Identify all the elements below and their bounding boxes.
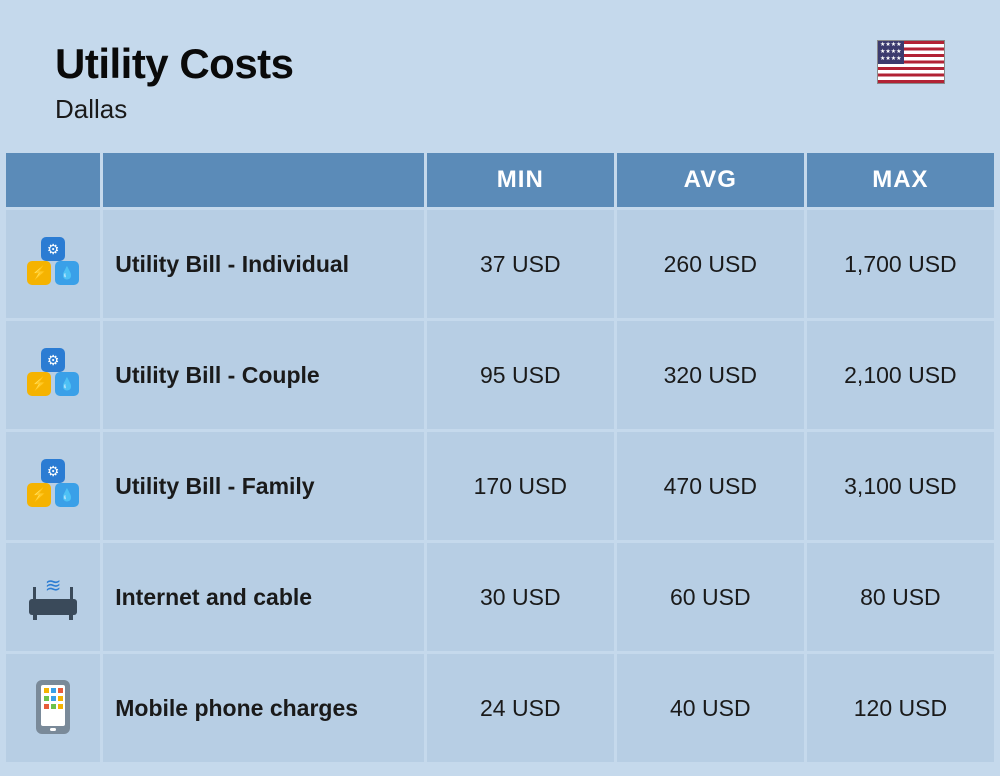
row-avg: 40 USD bbox=[617, 654, 804, 762]
row-label: Utility Bill - Individual bbox=[103, 210, 424, 318]
row-icon-cell: ≋ bbox=[6, 543, 100, 651]
title-block: Utility Costs Dallas bbox=[55, 40, 294, 125]
page-title: Utility Costs bbox=[55, 40, 294, 88]
row-min: 30 USD bbox=[427, 543, 614, 651]
phone-icon bbox=[23, 677, 83, 737]
col-max: MAX bbox=[807, 153, 994, 207]
utility-icon bbox=[23, 233, 83, 293]
row-icon-cell bbox=[6, 432, 100, 540]
row-label: Utility Bill - Family bbox=[103, 432, 424, 540]
row-label: Internet and cable bbox=[103, 543, 424, 651]
row-min: 95 USD bbox=[427, 321, 614, 429]
row-avg: 470 USD bbox=[617, 432, 804, 540]
col-blank-label bbox=[103, 153, 424, 207]
row-max: 1,700 USD bbox=[807, 210, 994, 318]
col-avg: AVG bbox=[617, 153, 804, 207]
table-header-row: MIN AVG MAX bbox=[6, 153, 994, 207]
header: Utility Costs Dallas bbox=[0, 0, 1000, 150]
row-max: 80 USD bbox=[807, 543, 994, 651]
row-avg: 320 USD bbox=[617, 321, 804, 429]
row-avg: 60 USD bbox=[617, 543, 804, 651]
row-max: 3,100 USD bbox=[807, 432, 994, 540]
row-label: Mobile phone charges bbox=[103, 654, 424, 762]
router-icon: ≋ bbox=[23, 567, 83, 627]
flag-icon bbox=[877, 40, 945, 84]
subtitle: Dallas bbox=[55, 94, 294, 125]
row-min: 37 USD bbox=[427, 210, 614, 318]
row-icon-cell bbox=[6, 321, 100, 429]
row-min: 24 USD bbox=[427, 654, 614, 762]
row-icon-cell bbox=[6, 210, 100, 318]
row-avg: 260 USD bbox=[617, 210, 804, 318]
utility-icon bbox=[23, 455, 83, 515]
table-row: Utility Bill - Couple 95 USD 320 USD 2,1… bbox=[6, 321, 994, 429]
costs-table: MIN AVG MAX Utility Bill - Individual 37… bbox=[0, 150, 1000, 765]
utility-icon bbox=[23, 344, 83, 404]
table-row: Utility Bill - Individual 37 USD 260 USD… bbox=[6, 210, 994, 318]
row-label: Utility Bill - Couple bbox=[103, 321, 424, 429]
row-min: 170 USD bbox=[427, 432, 614, 540]
table-row: Utility Bill - Family 170 USD 470 USD 3,… bbox=[6, 432, 994, 540]
table-row: Mobile phone charges 24 USD 40 USD 120 U… bbox=[6, 654, 994, 762]
table-row: ≋ Internet and cable 30 USD 60 USD 80 US… bbox=[6, 543, 994, 651]
row-max: 2,100 USD bbox=[807, 321, 994, 429]
col-blank-icon bbox=[6, 153, 100, 207]
row-max: 120 USD bbox=[807, 654, 994, 762]
col-min: MIN bbox=[427, 153, 614, 207]
row-icon-cell bbox=[6, 654, 100, 762]
